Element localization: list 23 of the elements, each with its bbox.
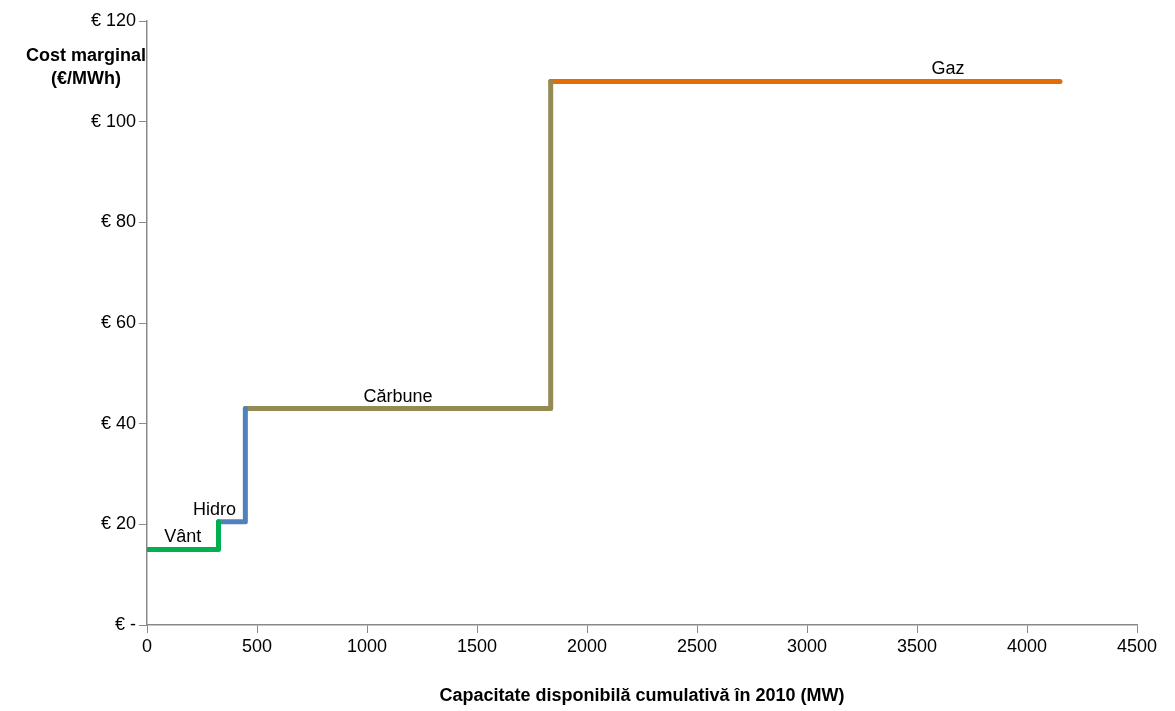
x-tick-label: 3500 xyxy=(896,635,938,656)
y-tick-label: € 60 xyxy=(100,311,136,332)
series-label: Cărbune xyxy=(363,385,433,406)
y-tick-label: € - xyxy=(114,613,136,634)
x-tick-label: 4000 xyxy=(1006,635,1048,656)
x-tick-label: 4500 xyxy=(1116,635,1158,656)
x-tick-label: 2000 xyxy=(566,635,608,656)
y-tick-label: € 120 xyxy=(90,9,136,30)
y-axis-title: Cost marginal (€/MWh) xyxy=(25,44,147,91)
series-label: Vânt xyxy=(164,526,202,547)
x-tick-label: 0 xyxy=(141,635,153,656)
x-tick-label: 2500 xyxy=(676,635,718,656)
y-tick-label: € 80 xyxy=(100,211,136,232)
y-tick-label: € 20 xyxy=(100,513,136,534)
series-label: Gaz xyxy=(931,58,965,79)
x-tick-label: 3000 xyxy=(786,635,828,656)
series-label: Hidro xyxy=(192,498,237,519)
x-tick-label: 1500 xyxy=(456,635,498,656)
y-tick-label: € 100 xyxy=(90,110,136,131)
x-tick-label: 500 xyxy=(241,635,273,656)
y-tick-label: € 40 xyxy=(100,412,136,433)
x-axis-title: Capacitate disponibilă cumulativă în 2010 (MW) xyxy=(439,685,845,706)
x-tick-label: 1000 xyxy=(346,635,388,656)
